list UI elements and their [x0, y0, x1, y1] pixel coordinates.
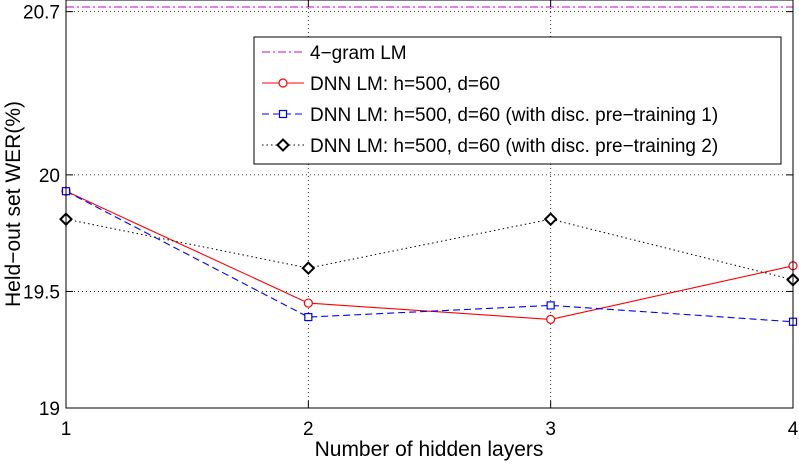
- data-point: [546, 301, 555, 310]
- axis-ticks: 1 2 3 4 19 19.5 20 20.7: [23, 0, 799, 440]
- legend-label: 4−gram LM: [310, 43, 407, 64]
- x-tick-label: 4: [788, 419, 799, 440]
- data-point: [304, 312, 313, 322]
- y-tick-label: 20.7: [23, 3, 60, 24]
- legend-marker: [278, 78, 288, 88]
- x-tick-label: 3: [545, 419, 556, 440]
- series-group: [59, 6, 799, 326]
- x-axis-label: Number of hidden layers: [315, 438, 544, 461]
- y-axis-label: Held−out set WER(%): [2, 101, 25, 307]
- data-point: [303, 298, 313, 308]
- y-tick-label: 19: [39, 399, 60, 420]
- data-point: [301, 261, 316, 276]
- legend-label: DNN LM: h=500, d=60: [310, 74, 500, 95]
- legend-label: DNN LM: h=500, d=60 (with disc. pre−trai…: [310, 136, 718, 157]
- legend-box: [253, 36, 782, 165]
- x-tick-label: 1: [61, 419, 72, 440]
- series-line: [65, 190, 794, 320]
- data-point: [546, 314, 556, 325]
- legend-marker: [276, 138, 290, 152]
- plot-frame: [65, 0, 794, 409]
- series-2: [61, 186, 798, 325]
- x-tick-label: 2: [303, 419, 314, 440]
- legend-marker: [278, 109, 288, 119]
- data-point: [543, 212, 558, 227]
- y-tick-label: 20: [39, 166, 60, 187]
- series-line: [65, 190, 794, 323]
- y-tick-label: 19.5: [23, 282, 60, 303]
- legend: 4−gram LM DNN LM: h=500, d=60 DNN LM: h=50…: [253, 36, 782, 165]
- legend-label: DNN LM: h=500, d=60 (with disc. pre−trai…: [310, 105, 718, 126]
